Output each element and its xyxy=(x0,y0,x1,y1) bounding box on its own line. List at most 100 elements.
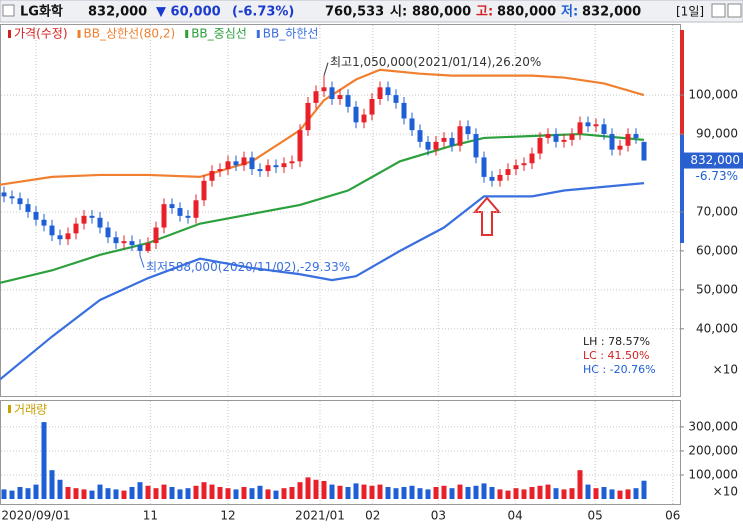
annotation: 최고1,050,000(2021/01/14),26.20% xyxy=(330,55,541,69)
volume-bar xyxy=(177,489,183,499)
legend-swatch xyxy=(8,405,11,413)
candle-body xyxy=(1,192,7,197)
volume-bar xyxy=(529,486,535,499)
volume-bar xyxy=(473,485,479,499)
volume-bar xyxy=(137,482,143,499)
volume-bar xyxy=(89,490,95,499)
volume-bar xyxy=(489,486,495,499)
candle-body xyxy=(273,165,279,168)
change-pct: (-6.73%) xyxy=(232,5,294,20)
x-tick-label: 2021/01 xyxy=(295,509,345,523)
volume-bar xyxy=(313,479,319,499)
volume-bar xyxy=(593,488,599,499)
candle-body xyxy=(97,217,103,228)
candle-body xyxy=(369,99,375,115)
candle-body xyxy=(361,114,367,123)
candle-body xyxy=(569,134,575,140)
volume-bar xyxy=(617,490,623,499)
stat: HC : -20.76% xyxy=(583,363,656,376)
stat: LC : 41.50% xyxy=(583,349,649,362)
volume-bar xyxy=(201,482,207,499)
volume-bar xyxy=(465,486,471,499)
up-arrow xyxy=(472,196,502,236)
volume-bar xyxy=(497,489,503,499)
x-tick-label: 02 xyxy=(365,509,380,523)
volume-bar xyxy=(281,488,287,499)
legend-swatch xyxy=(8,30,11,38)
volume-bar xyxy=(297,482,303,499)
y-tick-label: 40,000 xyxy=(696,321,738,335)
candle-body xyxy=(305,102,311,131)
volume-bar xyxy=(217,486,223,499)
candle-body xyxy=(481,157,487,177)
volume-bar xyxy=(105,488,111,499)
volume-bar xyxy=(457,484,463,499)
candle-body xyxy=(153,227,159,244)
candle-body xyxy=(225,161,231,170)
candle-body xyxy=(337,95,343,99)
candle-body xyxy=(505,169,511,175)
candle-body xyxy=(529,153,535,164)
candle-body xyxy=(513,165,519,170)
candle-body xyxy=(345,95,351,107)
volume-bar xyxy=(385,486,391,499)
candle-body xyxy=(161,204,167,228)
legend-swatch xyxy=(185,30,189,38)
volume-bar xyxy=(225,488,231,499)
legend-label: BB_하한선 xyxy=(263,27,319,41)
candle-body xyxy=(537,137,543,154)
high-value: 880,000 xyxy=(497,5,556,20)
window-button[interactable] xyxy=(711,3,726,18)
price-tag-label: 832,000 xyxy=(690,153,740,167)
price-tag xyxy=(681,152,743,169)
y-tick-label: 50,000 xyxy=(696,282,738,296)
volume-bar xyxy=(97,484,103,499)
band-line xyxy=(0,68,645,186)
stat: LH : 78.57% xyxy=(583,335,650,348)
volume-bar xyxy=(625,489,631,499)
volume-bar xyxy=(393,488,399,499)
x-tick-label: 2020/09/01 xyxy=(1,509,70,523)
volume-bar xyxy=(353,483,359,499)
annotation: 최저588,000(2020/11/02),-29.33% xyxy=(146,260,350,274)
volume-bar xyxy=(609,489,615,499)
close-button[interactable] xyxy=(727,3,742,18)
candle-body xyxy=(329,87,335,99)
candle-body xyxy=(465,126,471,135)
range-bar-up xyxy=(680,30,684,135)
volume-bar xyxy=(265,489,271,499)
volume-bar xyxy=(553,488,559,499)
candle-body xyxy=(417,130,423,142)
candle-body xyxy=(457,126,463,146)
volume-bar xyxy=(257,485,263,499)
candle-body xyxy=(265,165,271,172)
stock-name: LG화학 xyxy=(20,4,63,20)
volume-bar xyxy=(33,484,39,499)
candle-body xyxy=(625,134,631,146)
candle-body xyxy=(497,174,503,181)
period[interactable]: [1일] xyxy=(676,5,704,19)
candle-body xyxy=(81,215,87,224)
candle-body xyxy=(209,171,215,181)
volume-bar xyxy=(513,488,519,499)
candle-body xyxy=(105,227,111,238)
x-tick-label: 11 xyxy=(143,509,158,523)
y-tick-label: 200,000 xyxy=(688,443,738,457)
volume-bar xyxy=(161,484,167,499)
candle-body xyxy=(521,163,527,166)
volume-bar xyxy=(153,488,159,499)
candle-body xyxy=(129,241,135,246)
volume-bar xyxy=(193,485,199,499)
volume: 760,533 xyxy=(325,5,384,20)
volume-bar xyxy=(361,484,367,499)
candle-body xyxy=(217,169,223,172)
candle-body xyxy=(601,124,607,135)
y-tick-label: 100,000 xyxy=(688,88,738,102)
volume-bar xyxy=(49,470,55,499)
volume-bar xyxy=(233,489,239,499)
candle-body xyxy=(41,219,47,226)
candle-body xyxy=(313,91,319,103)
candle-body xyxy=(545,134,551,138)
candle-body xyxy=(609,134,615,150)
